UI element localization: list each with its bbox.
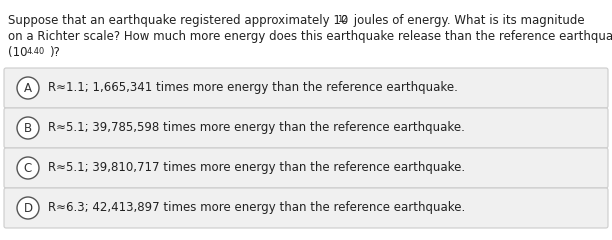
Text: 4.40: 4.40 [27,47,45,56]
Text: R≈5.1; 39,785,598 times more energy than the reference earthquake.: R≈5.1; 39,785,598 times more energy than… [48,121,465,134]
Text: D: D [23,202,32,215]
Text: R≈1.1; 1,665,341 times more energy than the reference earthquake.: R≈1.1; 1,665,341 times more energy than … [48,82,458,95]
FancyBboxPatch shape [4,188,608,228]
Text: R≈5.1; 39,810,717 times more energy than the reference earthquake.: R≈5.1; 39,810,717 times more energy than… [48,162,465,174]
Circle shape [17,77,39,99]
Circle shape [17,157,39,179]
Text: )?: )? [49,46,60,59]
Text: Suppose that an earthquake registered approximately 10: Suppose that an earthquake registered ap… [8,14,348,27]
FancyBboxPatch shape [4,68,608,108]
Text: on a Richter scale? How much more energy does this earthquake release than the r: on a Richter scale? How much more energy… [8,30,612,43]
Text: C: C [24,162,32,174]
FancyBboxPatch shape [4,148,608,188]
Text: 12: 12 [337,15,348,24]
Circle shape [17,197,39,219]
Text: (10: (10 [8,46,28,59]
Circle shape [17,117,39,139]
Text: B: B [24,121,32,134]
Text: A: A [24,82,32,95]
FancyBboxPatch shape [4,108,608,148]
Text: joules of energy. What is its magnitude: joules of energy. What is its magnitude [350,14,584,27]
Text: R≈6.3; 42,413,897 times more energy than the reference earthquake.: R≈6.3; 42,413,897 times more energy than… [48,202,465,215]
